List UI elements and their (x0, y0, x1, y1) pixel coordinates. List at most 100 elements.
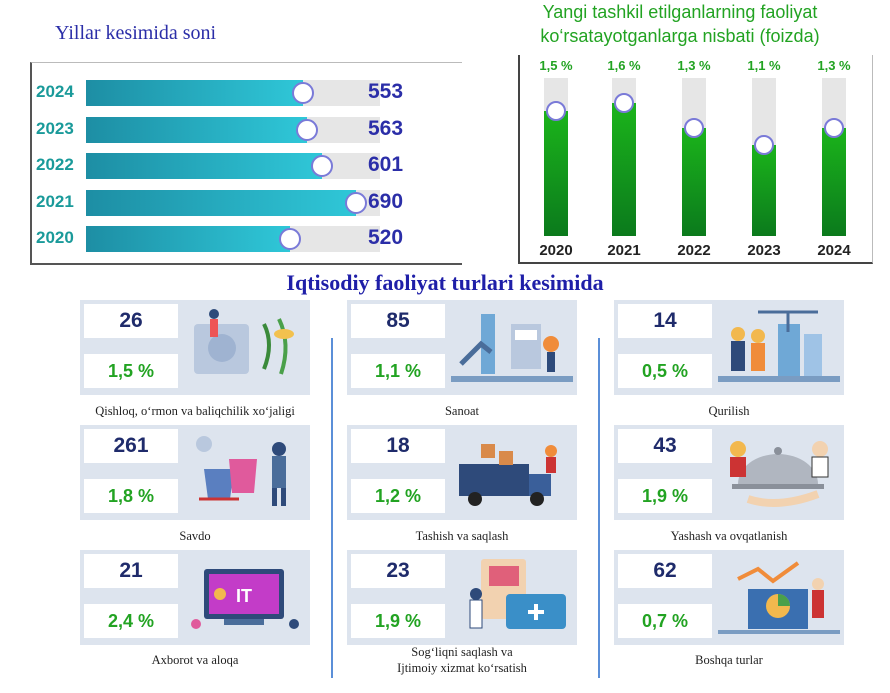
right-chart-title-line1: Yangi tashkil etilganlarning faoliyat (542, 2, 818, 22)
column-value-label: 1,3 % (817, 58, 851, 73)
column-year-label: 2020 (539, 242, 573, 259)
card-caption: Qurilish (708, 404, 750, 418)
bar (86, 80, 303, 106)
count-box (351, 304, 445, 338)
count-box (84, 304, 178, 338)
bar-knob (345, 192, 367, 214)
bar (86, 190, 356, 216)
column (544, 111, 568, 236)
card-caption: Axborot va aloqa (151, 653, 239, 667)
column-knob (614, 93, 634, 113)
column-value-label: 1,1 % (747, 58, 781, 73)
section-title: Iqtisodiy faoliyat turlari kesimida (286, 270, 604, 295)
card-count: 261 (113, 434, 149, 457)
activity-card: 23 1,9 % (347, 550, 577, 645)
percent-box (351, 479, 445, 513)
card-illustration-icon (184, 429, 306, 515)
card-percent: 2,4 % (107, 611, 155, 631)
percent-box (618, 354, 712, 388)
bar-row: 2020 520 (32, 226, 452, 252)
card-caption: Tashish va saqlash (415, 529, 509, 543)
bar-row: 2024 553 (32, 80, 452, 106)
bar-year-label: 2020 (36, 228, 74, 247)
card-percent: 1,9 % (641, 486, 689, 506)
card-illustration-icon: IT (184, 554, 306, 640)
activity-card: 21 2,4 % IT (80, 550, 310, 645)
column-divider-1 (331, 338, 333, 678)
right-chart-title-line2: ko‘rsatayotganlarga nisbati (foizda) (540, 26, 820, 46)
column-year-label: 2023 (747, 242, 781, 259)
card-count: 85 (386, 309, 410, 332)
percent-box (84, 479, 178, 513)
card-illustration-icon (451, 304, 573, 390)
card-count: 26 (119, 309, 143, 332)
activity-card: 261 1,8 % (80, 425, 310, 520)
bar (86, 117, 307, 143)
column-value-label: 1,3 % (677, 58, 711, 73)
column-knob (754, 135, 774, 155)
percent-box (84, 354, 178, 388)
column-knob (684, 118, 704, 138)
column (752, 145, 776, 236)
column-year-label: 2021 (607, 242, 641, 259)
activity-card: 62 0,7 % (614, 550, 844, 645)
activity-card: 14 0,5 % (614, 300, 844, 395)
bar-knob (279, 228, 301, 250)
left-chart-title: Yillar kesimida soni (55, 22, 217, 44)
activity-card: 85 1,1 % (347, 300, 577, 395)
bar-value-label: 553 (368, 80, 404, 103)
card-count: 18 (386, 434, 410, 457)
card-percent: 1,8 % (107, 486, 155, 506)
bar-value-label: 520 (368, 226, 404, 249)
count-box (84, 554, 178, 588)
count-box (618, 429, 712, 463)
bar-year-label: 2024 (36, 82, 74, 101)
card-illustration-icon (184, 304, 306, 390)
column-knob (824, 118, 844, 138)
bar-row: 2023 563 (32, 117, 452, 143)
card-count: 21 (119, 559, 143, 582)
right-chart-title: Yangi tashkil etilganlarning faoliyat ko… (500, 0, 860, 48)
column (612, 103, 636, 236)
count-box (84, 429, 178, 463)
column (822, 128, 846, 236)
card-illustration-icon (718, 304, 840, 390)
card-caption: Sog‘liqni saqlash va Ijtimoiy xizmat ko‘r… (342, 644, 582, 676)
card-percent: 1,2 % (374, 486, 422, 506)
card-illustration-icon (451, 429, 573, 515)
card-count: 62 (653, 559, 677, 582)
card-caption: Qishloq, o‘rmon va baliqchilik xo‘jaligi (95, 404, 295, 418)
bar-value-label: 601 (368, 153, 404, 176)
count-box (351, 429, 445, 463)
bar-knob (296, 119, 318, 141)
activity-card: 43 1,9 % (614, 425, 844, 520)
activity-card: 26 1,5 % (80, 300, 310, 395)
bar-row: 2022 601 (32, 153, 452, 179)
card-percent: 1,5 % (107, 361, 155, 381)
svg-text:IT: IT (236, 586, 252, 606)
percent-box (618, 479, 712, 513)
bar-knob (292, 82, 314, 104)
bar-year-label: 2023 (36, 119, 74, 138)
card-percent: 1,9 % (374, 611, 422, 631)
card-illustration-icon (718, 554, 840, 640)
bar-value-label: 563 (368, 117, 404, 140)
card-caption: Yashash va ovqatlanish (670, 529, 788, 543)
card-illustration-icon (718, 429, 840, 515)
count-box (351, 554, 445, 588)
bar-row: 2021 690 (32, 190, 452, 216)
card-caption: Sanoat (444, 404, 480, 418)
card-caption: Boshqa turlar (695, 653, 763, 667)
count-box (618, 554, 712, 588)
column-value-label: 1,5 % (539, 58, 573, 73)
card-count: 23 (386, 559, 410, 582)
percent-box (351, 604, 445, 638)
column-year-label: 2024 (817, 242, 851, 259)
bar (86, 226, 290, 252)
percent-box (351, 354, 445, 388)
percent-box (84, 604, 178, 638)
column-knob (546, 101, 566, 121)
card-percent: 1,1 % (374, 361, 422, 381)
column-divider-2 (598, 338, 600, 678)
count-box (618, 304, 712, 338)
